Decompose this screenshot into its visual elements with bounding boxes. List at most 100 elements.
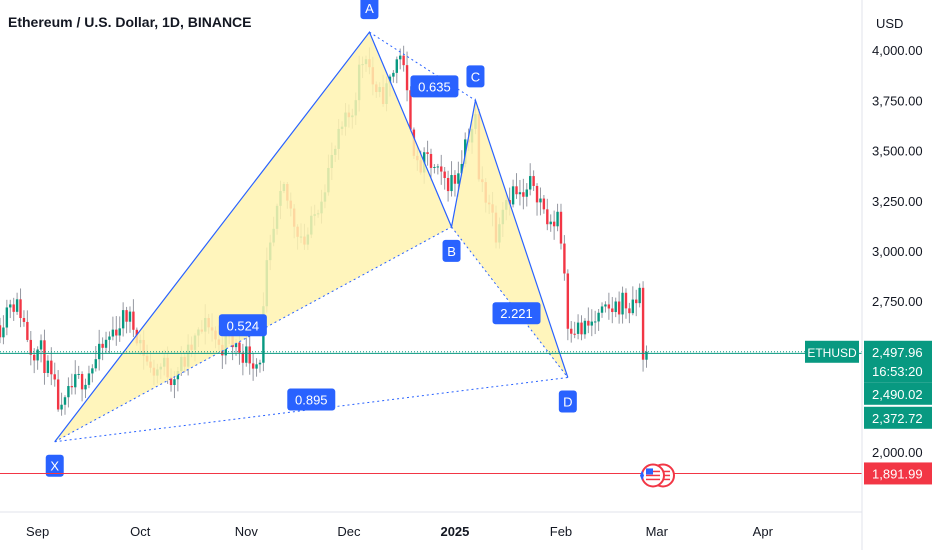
candle-body [255,364,258,369]
candle-body [392,72,395,77]
candle-body [245,346,248,363]
candle-body [26,321,29,340]
candle-body [453,175,457,184]
price-tag-label: 2,490.02 [872,387,923,402]
candle-body [645,351,648,360]
candle-body [631,299,635,314]
candle-body [546,209,549,225]
time-tick-label: Feb [550,524,572,539]
candle-body [0,325,2,338]
candle-body [395,59,398,73]
candle-body [33,354,36,361]
candle-body [552,221,556,227]
time-tick-label: Oct [130,524,151,539]
price-axis: USD 2,000.00 2,750.00 3,000.00 3,250.00 3,500… [805,0,932,550]
candle-body [12,304,15,312]
candle-body [525,189,528,197]
pattern-point-b: B [447,244,456,259]
candle-body [638,287,641,304]
candle-body [125,310,128,322]
symbol-tag-label: ETHUSD [807,346,857,360]
time-tick-label: Nov [235,524,259,539]
candle-body [173,379,176,385]
price-tick-label: 2,000.00 [872,445,923,460]
candle-body [597,312,600,322]
candle-body [450,175,453,192]
candle-body [570,328,573,334]
candle-body [101,343,104,348]
harmonic-pattern: X A B C D 0.524 0.635 2.221 0.895 [45,0,577,477]
candle-body [115,329,118,336]
pattern-point-c-bg [466,65,485,88]
candle-body [22,318,26,322]
pattern-ratio-label: 0.895 [295,393,328,408]
candle-body [74,374,77,388]
candle-body [590,321,593,326]
pattern-fill-xab [54,32,452,442]
pattern-point-d: D [563,394,572,409]
candle-body [19,299,22,319]
candle-body [43,340,46,374]
candle-body [566,273,570,329]
pattern-fill-bcd [451,100,568,378]
candle-body [628,308,631,314]
candle-body [641,287,645,360]
candle-body [542,198,546,210]
pattern-ratio-label-bg [287,388,336,411]
candle-body [29,339,32,355]
sparkle-icon [640,470,644,481]
price-tag-countdown: 16:53:20 [872,364,923,379]
candle-body [573,333,576,335]
candle-body [611,308,614,313]
price-tag-bg [864,406,932,429]
candle-body [50,360,53,375]
pattern-point-x: X [50,459,59,474]
chart-title: Ethereum / U.S. Dollar, 1D, BINANCE [8,14,252,30]
candle-body [234,342,238,348]
candle-body [624,292,628,309]
candle-body [36,349,39,361]
time-tick-label: 2025 [440,524,469,539]
symbol-tag-bg [805,340,859,363]
price-tick-label: 3,500.00 [872,144,923,159]
pattern-point-x-bg [45,454,64,477]
candle-body [460,163,463,174]
time-tick-label: Apr [753,524,774,539]
candle-body [94,359,97,369]
candle-body [522,192,525,197]
candle-body [614,301,617,313]
candle-body [426,152,429,154]
candle-body [433,166,436,168]
candle-body [238,342,241,353]
pattern-ratio-label-bg [218,314,267,337]
candle-body [457,173,460,184]
candle-body [539,198,542,203]
price-tag-label: 1,891.99 [872,466,923,481]
pattern-dotted-line [451,226,569,378]
time-axis: Sep Oct Nov Dec 2025 Feb Mar Apr [0,463,862,539]
price-tag-label: 2,497.96 [872,345,923,360]
candle-body [446,177,450,192]
time-tick-label: Mar [646,524,669,539]
pattern-point-c: C [471,69,480,84]
candle-body [635,299,638,304]
candle-body [556,211,559,227]
candle-body [607,304,611,309]
candle-body [617,301,621,315]
candle-body [409,90,412,130]
candle-body [56,379,60,410]
price-tag-label: 2,372.72 [872,411,923,426]
candle-body [399,55,402,60]
price-tag-bg [864,462,932,485]
pattern-ratio-label: 0.635 [418,79,451,94]
candle-body [169,377,173,385]
candle-body [53,374,56,380]
pattern-dotted-line [54,376,568,443]
flag-canton [646,468,653,475]
candle-body [104,339,108,348]
price-tag-bg [864,340,932,383]
candle-body [604,304,607,307]
candle-body [251,363,255,369]
